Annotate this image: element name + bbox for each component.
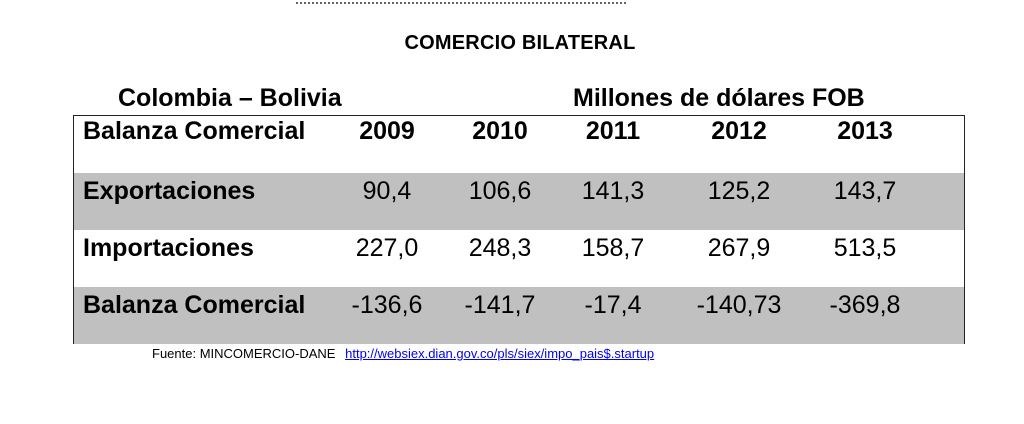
table-cell: 106,6 bbox=[468, 177, 532, 205]
table-cell: 143,7 bbox=[833, 177, 897, 205]
table-cell: 158,7 bbox=[581, 234, 645, 262]
table-cell: 513,5 bbox=[833, 234, 897, 262]
table-cell: 141,3 bbox=[581, 177, 645, 205]
row-label-balanza-comercial: Balanza Comercial bbox=[83, 291, 306, 319]
table-cell: 90,4 bbox=[362, 177, 412, 205]
table-header-row: Balanza Comercial 2009 2010 2011 2012 20… bbox=[74, 116, 964, 173]
cropped-text-fragment bbox=[296, 0, 626, 4]
source-footnote: Fuente: MINCOMERCIO-DANE http://websiex.… bbox=[152, 346, 654, 361]
header-year-2010: 2010 bbox=[472, 117, 528, 145]
table-row: Exportaciones 90,4 106,6 141,3 125,2 143… bbox=[74, 173, 964, 230]
header-year-2013: 2013 bbox=[837, 117, 893, 145]
header-year-2012: 2012 bbox=[711, 117, 767, 145]
country-pair-heading: Colombia – Bolivia bbox=[118, 84, 342, 112]
table-cell: 227,0 bbox=[355, 234, 419, 262]
header-label: Balanza Comercial bbox=[83, 117, 306, 145]
trade-balance-table: Balanza Comercial 2009 2010 2011 2012 20… bbox=[73, 115, 965, 344]
table-cell: -136,6 bbox=[351, 291, 423, 319]
table-cell: 125,2 bbox=[707, 177, 771, 205]
table-cell: 248,3 bbox=[468, 234, 532, 262]
document-title: COMERCIO BILATERAL bbox=[404, 32, 636, 54]
table-row: Importaciones 227,0 248,3 158,7 267,9 51… bbox=[74, 230, 964, 287]
table-cell: -141,7 bbox=[464, 291, 536, 319]
row-label-exportaciones: Exportaciones bbox=[83, 177, 256, 205]
source-label: Fuente: MINCOMERCIO-DANE bbox=[152, 346, 336, 361]
table-cell: 267,9 bbox=[707, 234, 771, 262]
table-cell: -369,8 bbox=[829, 291, 901, 319]
header-year-2011: 2011 bbox=[585, 117, 641, 145]
table-row: Balanza Comercial -136,6 -141,7 -17,4 -1… bbox=[74, 287, 964, 344]
table-cell: -140,73 bbox=[696, 291, 782, 319]
header-year-2009: 2009 bbox=[359, 117, 415, 145]
row-label-importaciones: Importaciones bbox=[83, 234, 254, 262]
source-link[interactable]: http://websiex.dian.gov.co/pls/siex/impo… bbox=[345, 346, 655, 361]
table-cell: -17,4 bbox=[584, 291, 642, 319]
units-heading: Millones de dólares FOB bbox=[573, 84, 865, 112]
